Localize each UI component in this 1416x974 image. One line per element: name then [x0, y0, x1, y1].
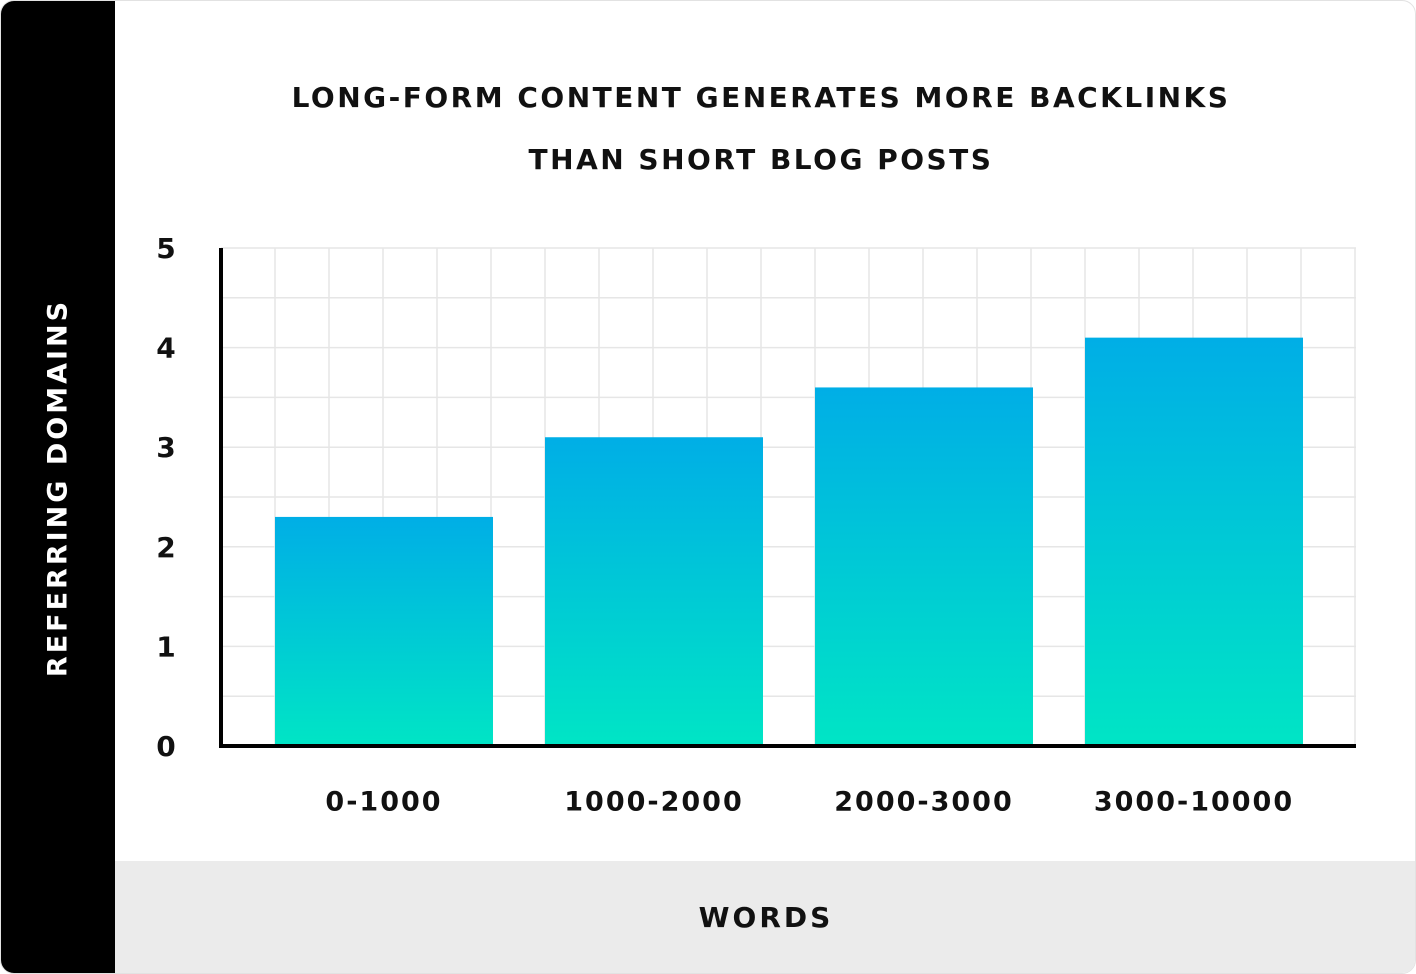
x-axis-label: WORDS	[698, 901, 834, 934]
bar	[275, 516, 493, 746]
y-tick-label: 0	[156, 730, 175, 763]
x-tick-label: 2000-3000	[834, 787, 1014, 818]
bar	[545, 437, 763, 746]
x-tick-label: 1000-2000	[564, 787, 744, 818]
bar	[815, 387, 1033, 746]
y-tick-label: 5	[156, 232, 175, 265]
y-tick-label: 4	[156, 332, 175, 365]
bar	[1085, 337, 1303, 746]
y-tick-label: 2	[156, 531, 175, 564]
y-tick-label: 3	[156, 431, 175, 464]
x-axis-panel: WORDS	[115, 861, 1415, 973]
chart: 0 1 2 3 4 5 0-1000 1000-2000 2000-3000 3000-10000	[156, 232, 1356, 818]
y-axis-panel: REFERRING DOMAINS	[1, 1, 115, 973]
y-tick-label: 1	[156, 630, 175, 663]
chart-title: LONG-FORM CONTENT GENERATES MORE BACKLIN…	[291, 81, 1231, 176]
x-tick-label: 0-1000	[325, 787, 442, 818]
x-tick-label: 3000-10000	[1094, 787, 1294, 818]
